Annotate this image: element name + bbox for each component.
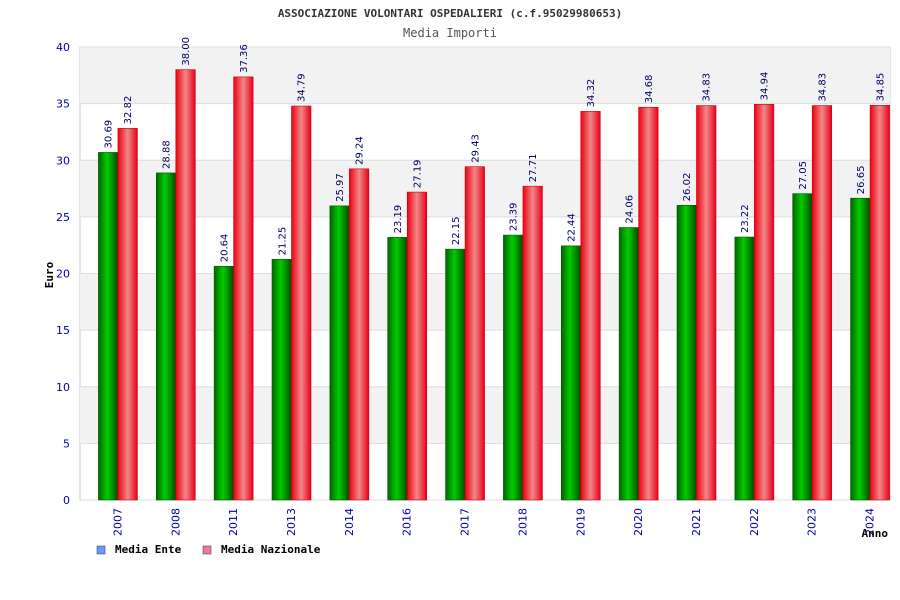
x-tick-label: 2022: [748, 508, 761, 536]
data-label-media-ente-2008: 28.88: [162, 140, 173, 169]
x-tick-label: 2018: [516, 508, 529, 536]
x-axis-ticks: 2007 2008 2011 2013 2014 2016 2017 2018 2019 2020…: [111, 508, 876, 536]
data-label-media-nazionale-2011: 37.36: [239, 44, 250, 73]
y-axis-label: Euro: [43, 261, 56, 288]
y-tick-label: 35: [56, 98, 70, 111]
data-label-media-ente-2018: 23.39: [509, 202, 520, 231]
data-label-media-nazionale-2014: 29.24: [355, 136, 366, 165]
data-label-media-nazionale-2013: 34.79: [297, 73, 308, 102]
y-tick-label: 10: [56, 381, 70, 394]
data-labels: 30.69 32.82 28.88 38.00 20.64 37.36 21.25 34.79…: [104, 37, 887, 262]
bar-media-ente-2017: [445, 248, 466, 501]
bar-media-ente-2013: [271, 259, 292, 501]
legend-swatch-media-nazionale: [202, 545, 212, 555]
x-tick-label: 2023: [806, 508, 819, 536]
data-label-media-ente-2023: 27.05: [798, 161, 809, 190]
bar-media-ente-2024: [850, 197, 871, 501]
bar-media-nazionale-2018: [522, 185, 543, 501]
data-label-media-nazionale-2019: 34.32: [586, 79, 597, 108]
data-label-media-ente-2017: 22.15: [451, 217, 462, 246]
bar-media-ente-2018: [503, 234, 524, 501]
x-tick-label: 2016: [401, 508, 414, 536]
y-tick-label: 25: [56, 211, 70, 224]
x-tick-label: 2024: [864, 508, 877, 536]
bar-media-ente-2022: [734, 236, 755, 501]
legend-swatch-media-ente: [96, 545, 106, 555]
y-tick-label: 0: [63, 494, 70, 507]
bar-media-ente-2007: [98, 152, 119, 501]
bar-media-nazionale-2024: [869, 105, 890, 501]
data-label-media-ente-2013: 21.25: [277, 227, 288, 256]
chart-title: ASSOCIAZIONE VOLONTARI OSPEDALIERI (c.f.…: [278, 7, 622, 20]
bar-media-nazionale-2014: [349, 168, 370, 501]
data-label-media-ente-2007: 30.69: [104, 120, 115, 149]
bar-media-nazionale-2008: [175, 69, 196, 501]
bar-media-nazionale-2016: [406, 191, 428, 501]
x-tick-label: 2013: [285, 508, 298, 536]
x-tick-label: 2017: [459, 508, 472, 536]
data-label-media-nazionale-2007: 32.82: [123, 96, 134, 125]
x-tick-label: 2019: [574, 508, 587, 536]
x-tick-label: 2011: [227, 508, 240, 536]
data-label-media-nazionale-2008: 38.00: [181, 37, 192, 66]
x-tick-label: 2020: [632, 508, 645, 536]
y-tick-label: 20: [56, 268, 70, 281]
chart-subtitle: Media Importi: [403, 26, 497, 40]
data-label-media-ente-2024: 26.65: [856, 166, 867, 195]
data-label-media-nazionale-2020: 34.68: [644, 75, 655, 104]
bar-media-nazionale-2023: [811, 105, 833, 501]
bar-media-nazionale-2021: [696, 105, 717, 501]
data-label-media-nazionale-2016: 27.19: [412, 159, 423, 188]
bar-media-ente-2011: [213, 265, 234, 501]
legend-label-media-ente: Media Ente: [115, 543, 182, 556]
legend: Media Ente Media Nazionale: [96, 543, 321, 556]
bar-media-nazionale-2007: [117, 128, 138, 501]
bar-media-ente-2021: [676, 205, 697, 501]
data-label-media-ente-2011: 20.64: [219, 234, 230, 263]
bars: [98, 69, 890, 501]
data-label-media-ente-2020: 24.06: [624, 195, 635, 224]
y-tick-label: 30: [56, 154, 70, 167]
data-label-media-nazionale-2021: 34.83: [702, 73, 713, 102]
data-label-media-ente-2014: 25.97: [335, 173, 346, 202]
data-label-media-nazionale-2022: 34.94: [760, 72, 771, 101]
y-tick-label: 40: [56, 41, 70, 54]
bar-media-nazionale-2019: [580, 111, 601, 501]
bar-media-ente-2008: [155, 172, 177, 501]
x-tick-label: 2014: [343, 508, 356, 536]
data-label-media-ente-2021: 26.02: [682, 173, 693, 202]
data-label-media-nazionale-2023: 34.83: [817, 73, 828, 102]
x-tick-label: 2021: [690, 508, 703, 536]
bar-media-nazionale-2022: [754, 104, 775, 501]
bar-media-ente-2019: [560, 245, 582, 501]
y-tick-label: 15: [56, 324, 70, 337]
bar-media-ente-2023: [792, 193, 813, 501]
data-label-media-nazionale-2024: 34.85: [875, 73, 886, 102]
bar-media-nazionale-2011: [233, 76, 254, 501]
x-tick-label: 2008: [169, 508, 182, 536]
x-tick-label: 2007: [111, 508, 124, 536]
bar-media-ente-2020: [618, 227, 639, 501]
y-axis-ticks: 0 5 10 15 20 25 30 35 40: [56, 41, 70, 507]
data-label-media-ente-2019: 22.44: [567, 213, 578, 242]
bar-media-nazionale-2017: [464, 166, 485, 501]
data-label-media-ente-2016: 23.19: [393, 205, 404, 234]
bar-media-ente-2014: [329, 205, 350, 501]
data-label-media-nazionale-2018: 27.71: [528, 154, 539, 183]
y-tick-label: 5: [63, 437, 70, 450]
bar-media-ente-2016: [387, 237, 408, 501]
bar-media-nazionale-2020: [638, 106, 659, 501]
bar-media-nazionale-2013: [291, 105, 312, 501]
data-label-media-ente-2022: 23.22: [740, 204, 751, 233]
legend-label-media-nazionale: Media Nazionale: [221, 543, 321, 556]
x-axis-label: Anno: [862, 527, 889, 540]
data-label-media-nazionale-2017: 29.43: [470, 134, 481, 163]
